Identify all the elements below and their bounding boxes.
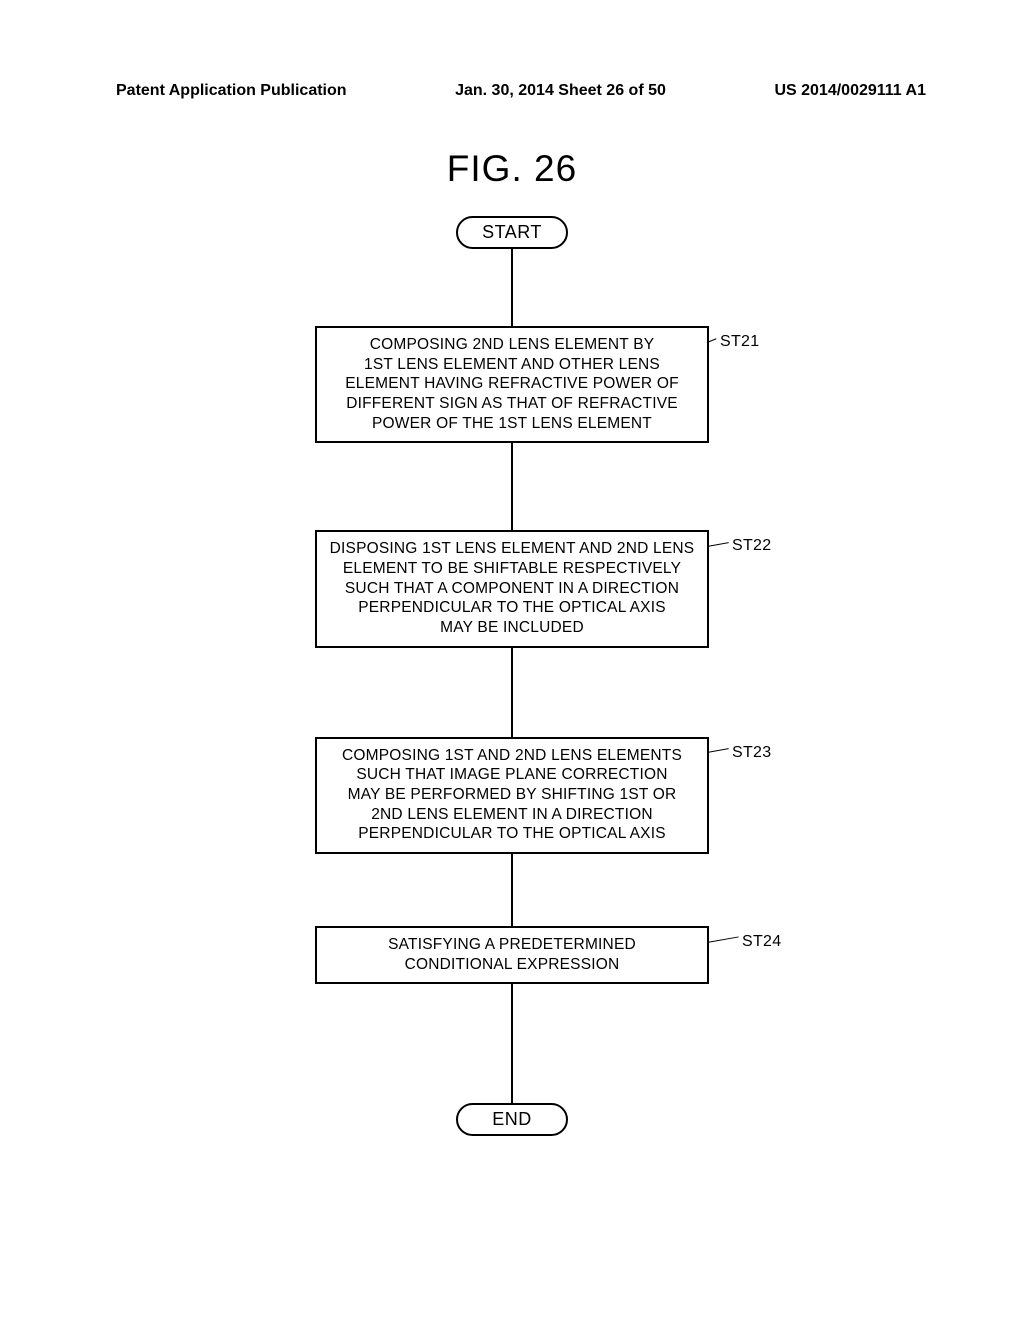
process-step-4: SATISFYING A PREDETERMINEDCONDITIONAL EX… <box>315 926 709 984</box>
connector-2 <box>511 648 513 737</box>
flowchart: START COMPOSING 2ND LENS ELEMENT BY1ST L… <box>0 216 1024 1136</box>
process-step-3-text: COMPOSING 1ST AND 2ND LENS ELEMENTSSUCH … <box>342 747 682 843</box>
process-step-2: DISPOSING 1ST LENS ELEMENT AND 2ND LENSE… <box>315 530 709 647</box>
end-terminator: END <box>456 1103 568 1136</box>
leader-line-1 <box>707 338 717 343</box>
connector-3 <box>511 854 513 926</box>
start-terminator: START <box>456 216 568 249</box>
step-id-1: ST21 <box>720 332 759 352</box>
process-step-2-text: DISPOSING 1ST LENS ELEMENT AND 2ND LENSE… <box>330 540 695 636</box>
step-id-3: ST23 <box>732 743 771 763</box>
process-step-1-label: ST21 <box>707 332 759 352</box>
process-step-1-text: COMPOSING 2ND LENS ELEMENT BY1ST LENS EL… <box>345 336 679 432</box>
process-step-4-label: ST24 <box>707 932 781 952</box>
leader-line-2 <box>707 542 729 547</box>
process-step-3: COMPOSING 1ST AND 2ND LENS ELEMENTSSUCH … <box>315 737 709 854</box>
end-label: END <box>492 1109 532 1129</box>
step-id-2: ST22 <box>732 536 771 556</box>
leader-line-3 <box>707 749 729 754</box>
process-step-1: COMPOSING 2ND LENS ELEMENT BY1ST LENS EL… <box>315 326 709 443</box>
process-step-2-label: ST22 <box>707 536 771 556</box>
process-step-3-label: ST23 <box>707 743 771 763</box>
connector-0 <box>511 249 513 326</box>
header-patent-number: US 2014/0029111 A1 <box>774 82 926 100</box>
start-label: START <box>482 222 542 242</box>
header-date-sheet: Jan. 30, 2014 Sheet 26 of 50 <box>455 82 666 100</box>
leader-line-4 <box>707 936 739 943</box>
connector-4 <box>511 984 513 1103</box>
process-step-4-text: SATISFYING A PREDETERMINEDCONDITIONAL EX… <box>388 936 636 973</box>
connector-1 <box>511 443 513 530</box>
step-id-4: ST24 <box>742 932 781 952</box>
header-publication: Patent Application Publication <box>116 82 347 100</box>
page-header: Patent Application Publication Jan. 30, … <box>0 82 1024 100</box>
figure-title: FIG. 26 <box>0 148 1024 190</box>
